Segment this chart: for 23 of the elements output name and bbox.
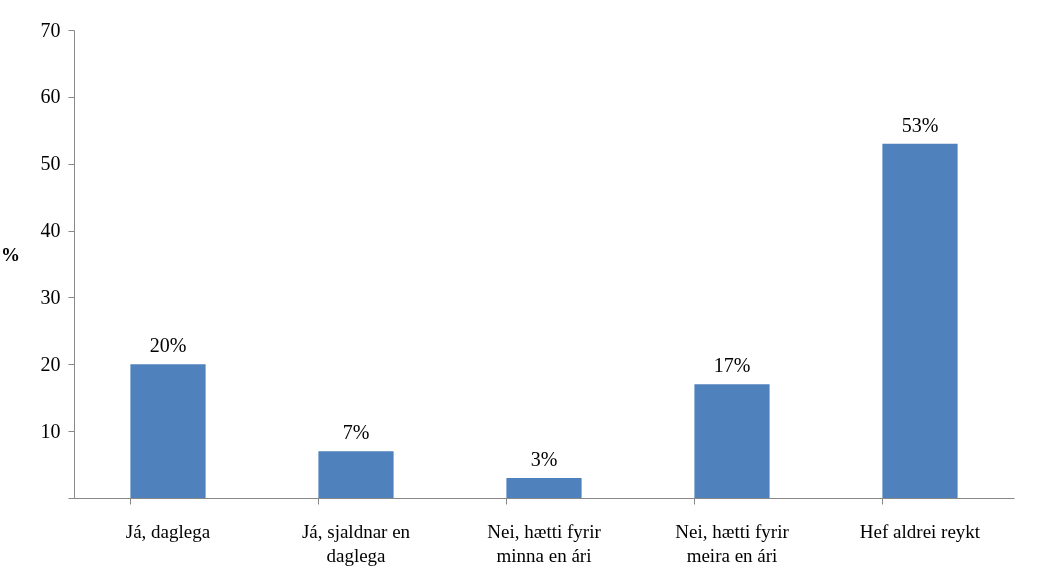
bar (882, 143, 958, 498)
bar (130, 364, 206, 498)
x-tick-label: Já, sjaldnar en daglega (301, 520, 411, 566)
data-label: 17% (713, 354, 751, 377)
x-tick-label: Nei, hætti fyrir minna en ári (487, 520, 602, 566)
x-tick-label: Nei, hætti fyrir meira en ári (675, 520, 790, 566)
y-tick-label: 10 (40, 419, 61, 442)
y-tick-label: 30 (40, 285, 61, 308)
x-tick-label: Hef aldrei reykt (859, 520, 981, 542)
y-tick-label: 50 (40, 152, 61, 175)
y-axis-title: % (1, 243, 20, 265)
data-label: 7% (342, 421, 370, 444)
data-label: 3% (530, 447, 558, 470)
y-tick-label: 70 (40, 18, 61, 41)
y-tick-label: 20 (40, 352, 61, 375)
y-tick-label: 60 (40, 85, 61, 108)
data-label: 20% (149, 334, 187, 357)
x-tick-label: Já, daglega (125, 520, 211, 542)
bar (506, 477, 582, 498)
bar (318, 451, 394, 498)
y-tick-label: 40 (40, 219, 61, 242)
bar (694, 384, 770, 498)
data-label: 53% (901, 113, 939, 136)
